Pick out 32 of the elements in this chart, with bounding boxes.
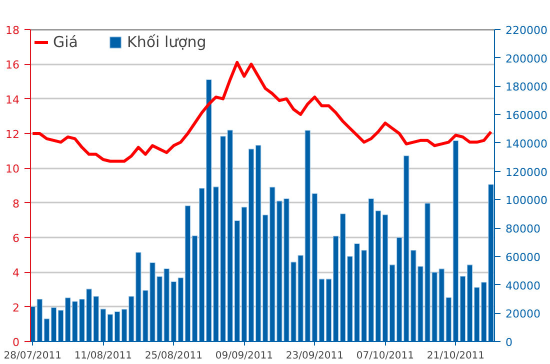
y-tick-label: 4 <box>12 266 20 280</box>
x-tick-label: 23/09/2011 <box>286 350 344 362</box>
y2-tick-label: 60000 <box>506 250 540 264</box>
y-tick-label: 14 <box>6 93 20 106</box>
y2-tick-label: 40000 <box>506 279 540 292</box>
y-tick-label: 8 <box>12 197 20 210</box>
y2-tick-label: 20000 <box>506 308 540 321</box>
y2-tick-label: 120000 <box>506 166 548 179</box>
y-tick-label: 12 <box>6 128 20 141</box>
y2-tick-label: 180000 <box>506 80 548 94</box>
y2-tick-label: 220000 <box>506 24 548 37</box>
y-tick-label: 6 <box>12 232 20 245</box>
legend-label: Giá <box>53 33 78 51</box>
x-tick-label: 09/09/2011 <box>215 350 273 362</box>
y-tick-label: 16 <box>6 58 20 72</box>
y-tick-label: 10 <box>6 162 20 176</box>
y-tick-label: 0 <box>12 336 20 349</box>
y-tick-label: 2 <box>12 301 20 314</box>
y2-tick-label: 100000 <box>506 194 548 208</box>
y2-tick-label: 160000 <box>506 109 548 122</box>
x-tick-label: 28/07/2011 <box>4 350 62 362</box>
y2-tick-label: 80000 <box>506 222 540 236</box>
x-tick-label: 25/08/2011 <box>144 350 202 362</box>
y-tick-label: 18 <box>6 24 20 37</box>
x-tick-label: 07/10/2011 <box>356 350 414 362</box>
y2-tick-label: 140000 <box>506 137 548 150</box>
x-tick-label: 11/08/2011 <box>74 350 132 362</box>
y2-tick-label: 200000 <box>506 52 548 66</box>
legend-label: Khối lượng <box>126 33 206 51</box>
y2-tick-label: 0 <box>506 336 512 349</box>
line-series <box>31 60 492 163</box>
x-tick-label: 21/10/2011 <box>426 350 485 362</box>
